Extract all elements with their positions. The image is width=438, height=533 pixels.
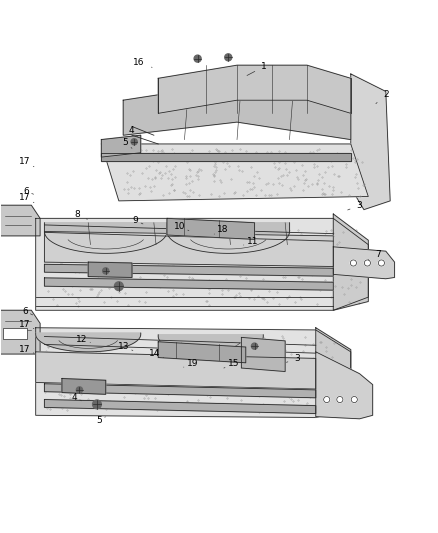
- Circle shape: [131, 139, 137, 145]
- Polygon shape: [62, 378, 106, 394]
- Circle shape: [350, 397, 357, 402]
- Text: 17: 17: [19, 193, 34, 203]
- Circle shape: [364, 260, 370, 266]
- FancyBboxPatch shape: [3, 328, 27, 338]
- Polygon shape: [315, 328, 350, 417]
- Circle shape: [114, 282, 123, 290]
- Polygon shape: [44, 400, 315, 414]
- Polygon shape: [350, 74, 389, 209]
- Text: 17: 17: [19, 320, 34, 329]
- Text: 4: 4: [71, 393, 81, 402]
- Circle shape: [194, 55, 201, 62]
- Polygon shape: [44, 231, 332, 266]
- Text: 1: 1: [247, 62, 266, 76]
- Circle shape: [336, 397, 342, 402]
- Circle shape: [224, 54, 231, 61]
- Text: 9: 9: [132, 216, 143, 225]
- Text: 2: 2: [375, 90, 388, 103]
- Text: 11: 11: [243, 238, 258, 246]
- Polygon shape: [44, 384, 315, 398]
- Text: 15: 15: [223, 359, 239, 368]
- Polygon shape: [0, 205, 40, 236]
- Text: 5: 5: [96, 416, 105, 425]
- Text: 3: 3: [347, 201, 362, 210]
- Polygon shape: [0, 310, 40, 354]
- Polygon shape: [44, 264, 332, 276]
- Polygon shape: [88, 262, 132, 278]
- Polygon shape: [44, 223, 166, 253]
- Polygon shape: [158, 342, 245, 363]
- Text: 16: 16: [133, 58, 152, 67]
- Text: 6: 6: [23, 187, 33, 196]
- Polygon shape: [35, 219, 367, 310]
- Polygon shape: [35, 352, 315, 389]
- Text: 17: 17: [19, 345, 34, 354]
- Polygon shape: [101, 144, 367, 201]
- Circle shape: [76, 387, 82, 393]
- Polygon shape: [35, 333, 141, 352]
- Text: 6: 6: [22, 306, 32, 316]
- Circle shape: [92, 400, 101, 409]
- Polygon shape: [44, 278, 332, 290]
- Circle shape: [378, 260, 384, 266]
- Polygon shape: [315, 352, 372, 419]
- Text: 12: 12: [76, 335, 90, 344]
- Text: 4: 4: [128, 126, 137, 136]
- Polygon shape: [241, 337, 285, 372]
- Text: 3: 3: [286, 354, 300, 363]
- Circle shape: [350, 260, 356, 266]
- Polygon shape: [35, 328, 350, 417]
- Text: 18: 18: [214, 225, 228, 234]
- Polygon shape: [101, 135, 141, 157]
- Polygon shape: [123, 83, 350, 140]
- Text: 5: 5: [122, 138, 132, 148]
- Text: 17: 17: [19, 157, 34, 167]
- Text: 13: 13: [117, 342, 133, 351]
- Circle shape: [251, 343, 257, 349]
- Text: 8: 8: [74, 211, 87, 220]
- Circle shape: [323, 397, 329, 402]
- Polygon shape: [332, 247, 394, 279]
- Polygon shape: [166, 223, 289, 253]
- Text: 19: 19: [183, 359, 198, 368]
- Polygon shape: [166, 219, 254, 239]
- Text: 10: 10: [173, 222, 188, 231]
- Polygon shape: [101, 153, 350, 161]
- Polygon shape: [158, 65, 350, 114]
- Circle shape: [102, 268, 109, 274]
- Polygon shape: [158, 335, 263, 354]
- Polygon shape: [332, 214, 367, 310]
- Text: 14: 14: [149, 349, 163, 358]
- Text: 7: 7: [367, 250, 380, 260]
